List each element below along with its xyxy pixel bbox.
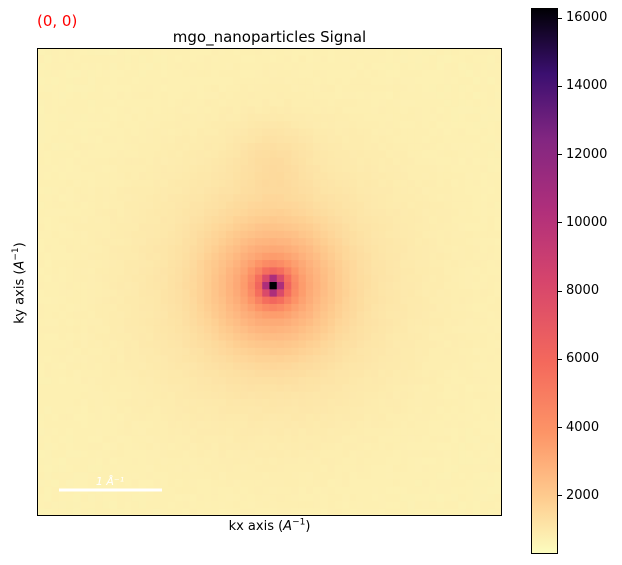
heatmap-pixels [37, 48, 502, 516]
y-axis-label: ky axis (A−1) [11, 242, 28, 324]
x-axis-label: kx axis (A−1) [228, 517, 311, 534]
colorbar-tick-mark [558, 17, 562, 19]
coordinate-readout: (0, 0) [37, 12, 78, 30]
colorbar-tick-mark [558, 495, 562, 497]
colorbar-tick-label: 8000 [566, 283, 600, 299]
colorbar-tick-label: 2000 [566, 487, 600, 503]
chart-title: mgo_nanoparticles Signal [172, 28, 367, 46]
colorbar-tick-label: 14000 [566, 78, 608, 94]
colorbar-gradient [531, 8, 558, 554]
colorbar-tick-mark [558, 154, 562, 156]
colorbar-tick-mark [558, 290, 562, 292]
colorbar-tick-label: 4000 [566, 419, 600, 435]
colorbar-tick-mark [558, 427, 562, 429]
plot-frame [37, 48, 502, 516]
colorbar-tick-mark [558, 222, 562, 224]
colorbar-tick-mark [558, 85, 562, 87]
colorbar-tick-mark [558, 358, 562, 360]
colorbar-tick-label: 10000 [566, 214, 608, 230]
colorbar-tick-label: 6000 [566, 351, 600, 367]
diffraction-image[interactable]: 1 Å⁻¹ [37, 48, 502, 516]
colorbar-tick-label: 12000 [566, 146, 608, 162]
colorbar [531, 8, 558, 554]
colorbar-tick-label: 16000 [566, 10, 608, 26]
scalebar-label: 1 Å⁻¹ [96, 475, 124, 488]
